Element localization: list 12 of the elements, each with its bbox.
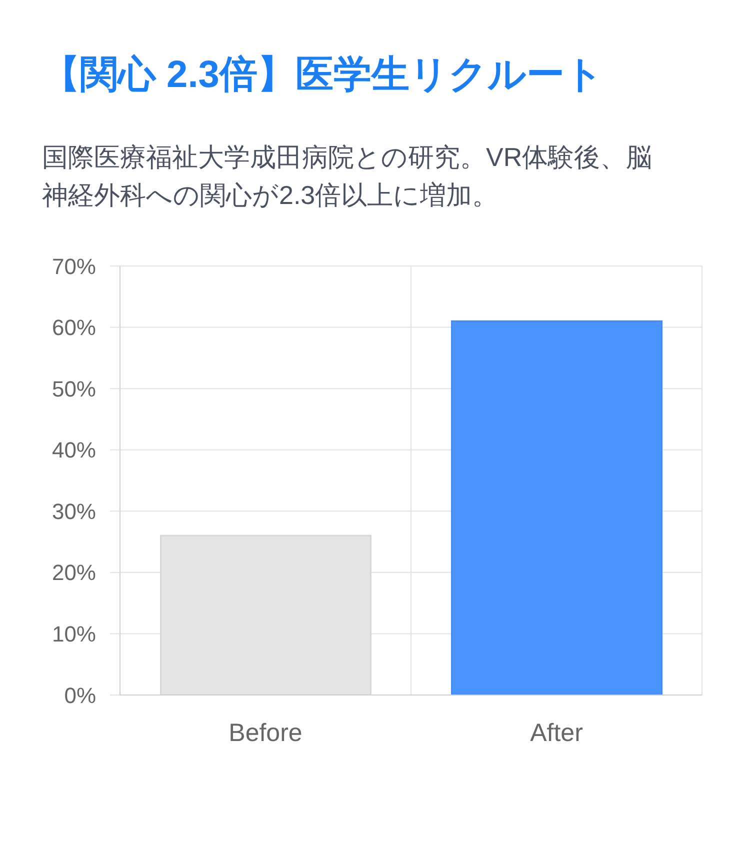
y-tick-label: 40%	[52, 438, 96, 463]
y-tick-label: 60%	[52, 315, 96, 340]
y-tick-label: 30%	[52, 498, 96, 524]
y-tick-label: 0%	[64, 682, 96, 708]
y-tick-label: 10%	[52, 622, 96, 647]
y-tick-label: 70%	[52, 254, 96, 279]
x-tick-label: Before	[228, 718, 302, 747]
chart-title: 【関心 2.3倍】医学生リクルート	[42, 53, 604, 98]
chart-subtitle: 国際医療福祉大学成田病院との研究。VR体験後、脳神経外科への関心が2.3倍以上に増加。	[42, 141, 654, 212]
y-tick-label: 20%	[52, 560, 96, 586]
x-tick-label: After	[530, 718, 583, 747]
y-tick-label: 50%	[52, 376, 96, 402]
